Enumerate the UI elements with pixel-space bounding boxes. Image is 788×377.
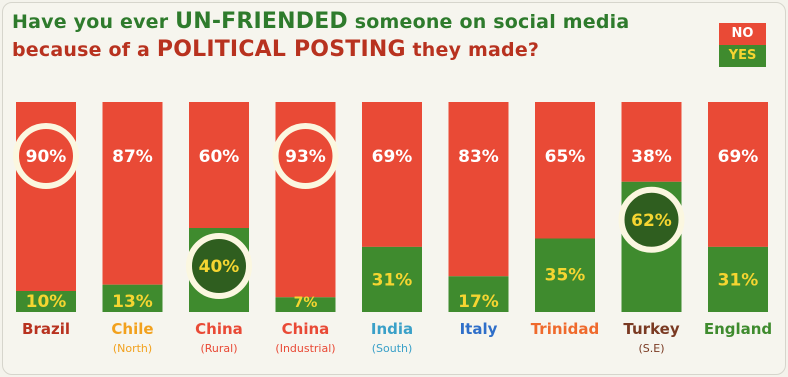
title-line2-emphasis: POLITICAL POSTING [156, 37, 406, 62]
label-yes-6: 35% [545, 266, 586, 286]
bar-no-8 [708, 102, 768, 247]
label-yes-4: 31% [372, 270, 413, 290]
label-no-6: 65% [545, 147, 586, 167]
category-label-4: India [371, 320, 413, 338]
label-no-7: 38% [631, 147, 672, 167]
title-line-1: Have you ever UN-FRIENDED someone on soc… [12, 9, 630, 34]
category-sublabel-4: (South) [372, 342, 413, 355]
bar-yes-0 [16, 291, 76, 312]
label-yes-5: 17% [458, 292, 499, 312]
category-label-3: China [282, 320, 330, 338]
bar-yes-4 [362, 246, 422, 312]
label-no-4: 69% [372, 147, 413, 167]
category-label-0: Brazil [22, 320, 70, 338]
bar-yes-8 [708, 246, 768, 312]
bar-no-6 [535, 102, 595, 239]
label-yes-1: 13% [112, 292, 153, 312]
label-yes-2: 40% [199, 257, 240, 277]
bar-no-7 [621, 102, 682, 182]
category-label-5: Italy [460, 320, 498, 338]
label-yes-7: 62% [631, 211, 672, 231]
legend: NO YES [719, 23, 766, 67]
label-no-3: 93% [285, 147, 326, 167]
category-label-6: Trinidad [531, 320, 600, 338]
bar-yes-5 [448, 276, 509, 312]
title-line2-pre: because of a [12, 39, 157, 61]
label-no-2: 60% [199, 147, 240, 167]
label-yes-8: 31% [718, 270, 759, 290]
bar-yes-6 [535, 238, 595, 312]
label-no-8: 69% [718, 147, 759, 167]
category-label-2: China [195, 320, 243, 338]
highlight-ring-yes-2 [186, 233, 252, 299]
title-line1-post: someone on social media [347, 11, 630, 33]
legend-yes: YES [719, 45, 766, 67]
title-line-2: because of a POLITICAL POSTING they made… [12, 37, 540, 62]
bar-no-5 [448, 102, 509, 277]
category-label-8: England [704, 320, 772, 338]
label-yes-3: 7% [294, 295, 318, 311]
label-no-1: 87% [112, 147, 153, 167]
category-label-7: Turkey [623, 320, 679, 338]
bar-yes-3 [275, 297, 336, 312]
highlight-ring-no-3 [272, 123, 339, 189]
highlight-ring-yes-7 [618, 186, 685, 253]
category-sublabel-2: (Rural) [200, 342, 237, 355]
category-sublabel-7: (S.E) [638, 342, 664, 355]
label-no-0: 90% [26, 147, 67, 167]
label-no-5: 83% [458, 147, 499, 167]
highlight-ring-no-0 [13, 123, 79, 189]
title-line1-pre: Have you ever [12, 11, 176, 33]
category-sublabel-1: (North) [113, 342, 152, 355]
bar-no-4 [362, 102, 422, 247]
bar-no-2 [189, 102, 249, 228]
chart-title: Have you ever UN-FRIENDED someone on soc… [12, 8, 629, 64]
bar-no-1 [102, 102, 163, 285]
label-yes-0: 10% [26, 292, 67, 312]
bar-yes-1 [102, 284, 163, 312]
legend-no: NO [719, 23, 766, 45]
title-line2-post: they made? [405, 39, 540, 61]
title-line1-emphasis: UN-FRIENDED [175, 9, 348, 34]
category-label-1: Chile [111, 320, 153, 338]
category-sublabel-3: (Industrial) [275, 342, 335, 355]
